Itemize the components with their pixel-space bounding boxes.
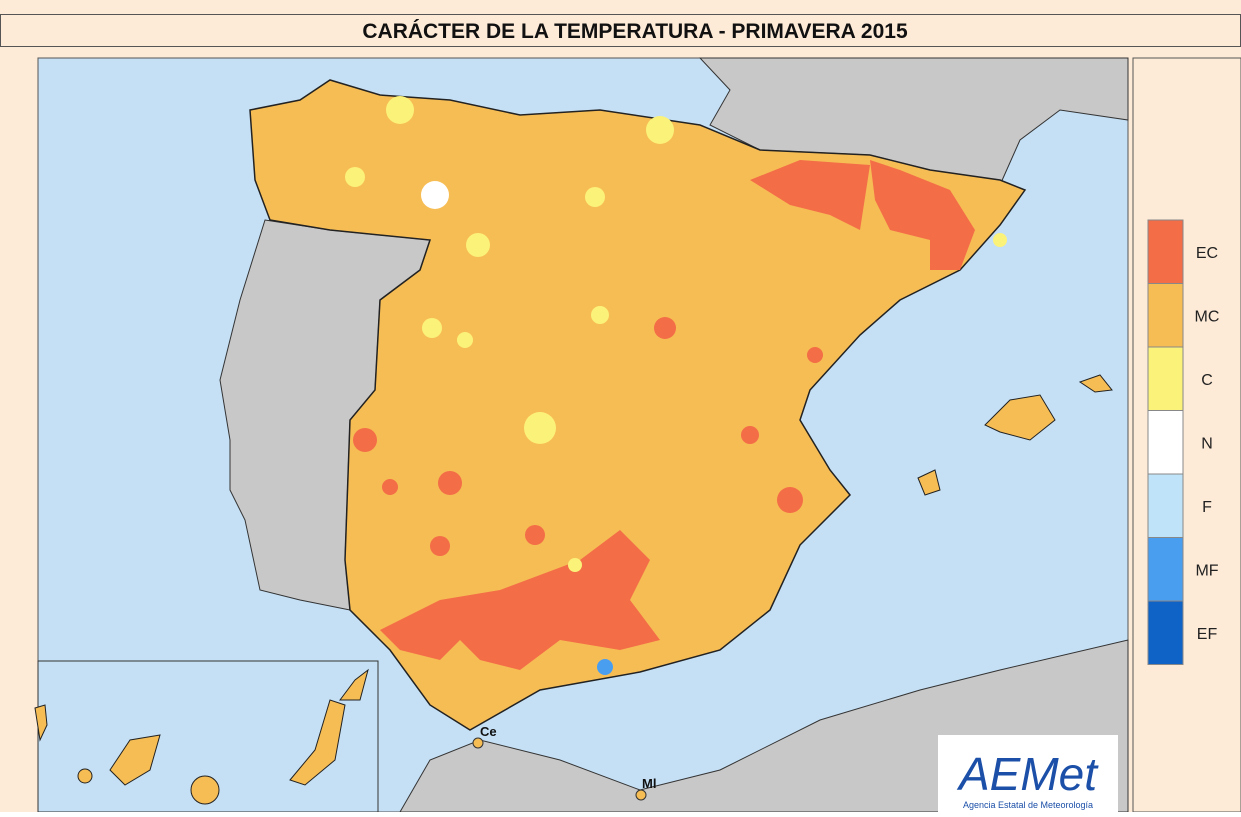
title-bar bbox=[0, 14, 1241, 47]
spain bbox=[249, 79, 1027, 731]
title: CARÁCTER DE LA TEMPERATURA - PRIMAVERA 2… bbox=[362, 20, 908, 43]
city-marker bbox=[635, 789, 647, 801]
legend-swatch bbox=[1147, 600, 1184, 665]
normal-area bbox=[421, 181, 449, 209]
legend-label: C bbox=[1201, 372, 1213, 389]
island bbox=[1078, 374, 1113, 393]
legend-swatch bbox=[1147, 283, 1184, 348]
island bbox=[984, 394, 1056, 441]
legend-label: F bbox=[1202, 499, 1212, 516]
legend-label: MF bbox=[1195, 562, 1218, 579]
legend-label: EC bbox=[1196, 245, 1218, 262]
logo-box bbox=[938, 735, 1118, 812]
canary-islands bbox=[34, 668, 369, 805]
legend-label: MC bbox=[1195, 308, 1220, 325]
logo-text: AEMet bbox=[956, 748, 1099, 800]
logo-subtitle: Agencia Estatal de Meteorología bbox=[963, 800, 1093, 810]
warm-areas bbox=[345, 96, 1007, 572]
hot-areas bbox=[353, 160, 975, 670]
legend-label: N bbox=[1201, 435, 1213, 452]
legend-label: EF bbox=[1197, 626, 1218, 643]
legend-swatch bbox=[1147, 537, 1184, 602]
city-label: Ce bbox=[480, 724, 497, 739]
legend-swatch bbox=[1147, 346, 1184, 411]
city-label: Ml bbox=[642, 776, 656, 791]
island bbox=[917, 469, 941, 496]
legend-swatch bbox=[1147, 219, 1184, 284]
cold-area bbox=[597, 659, 613, 675]
city-marker bbox=[472, 737, 484, 749]
legend-swatch bbox=[1147, 410, 1184, 475]
legend: EC MC C N F MF EF bbox=[1147, 219, 1220, 665]
legend-swatch bbox=[1147, 473, 1184, 538]
